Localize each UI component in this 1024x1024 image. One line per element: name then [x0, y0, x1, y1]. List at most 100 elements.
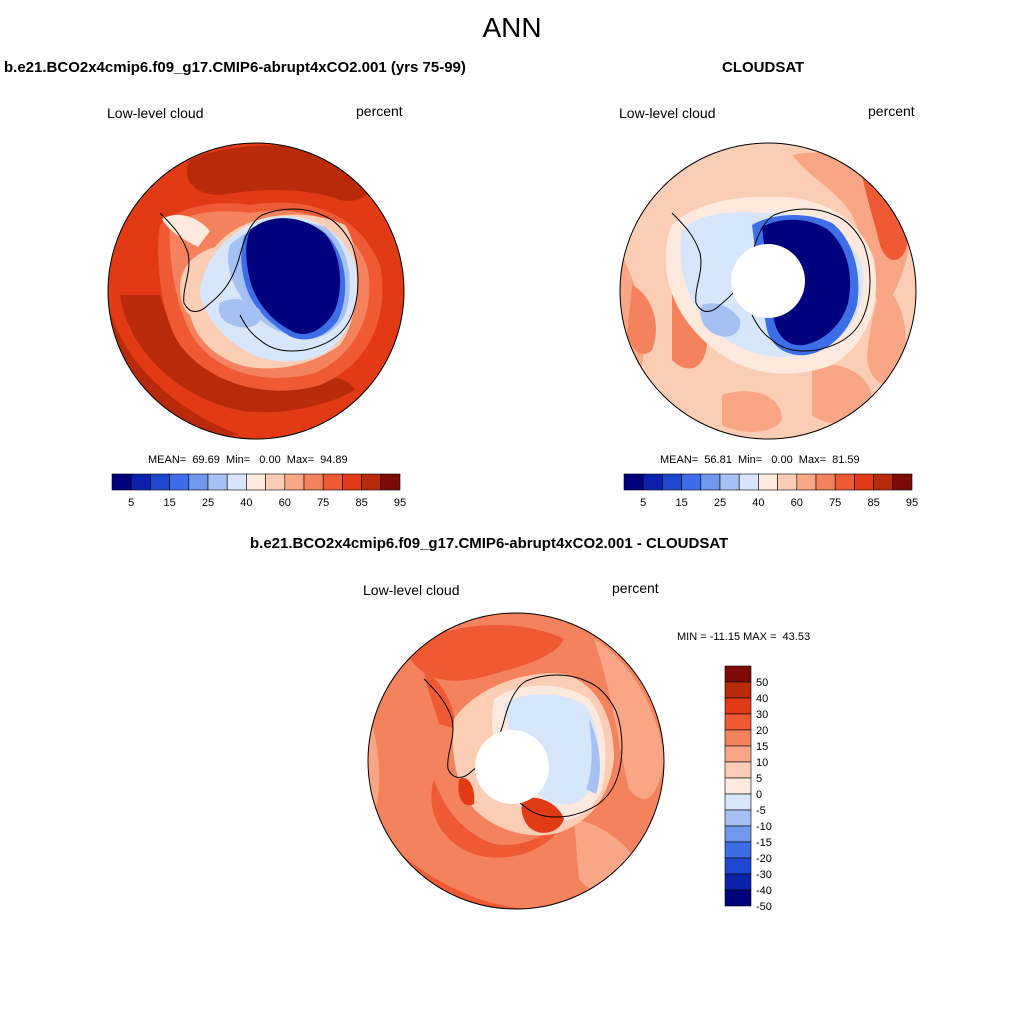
- colorbar-box: [719, 473, 740, 491]
- colorbar-tick-label: 95: [906, 497, 918, 509]
- colorbar-tick-label: 25: [714, 497, 726, 509]
- colorbar-box: [681, 473, 702, 491]
- obs-polar-map: [619, 142, 917, 440]
- colorbar-box: [361, 473, 382, 491]
- colorbar-tick-label: 60: [791, 497, 803, 509]
- colorbar-box: [623, 473, 644, 491]
- colorbar-box: [892, 473, 913, 491]
- colorbar-tick-label: 5: [640, 497, 646, 509]
- colorbar-box: [642, 473, 663, 491]
- colorbar-tick-label: -50: [756, 901, 772, 912]
- colorbar-box: [700, 473, 721, 491]
- colorbar-tick-label: -10: [756, 821, 772, 833]
- colorbar-tick-label: 5: [128, 497, 134, 509]
- colorbar-tick-label: 10: [756, 757, 768, 769]
- colorbar-tick-label: 30: [756, 709, 768, 721]
- colorbar-box: [724, 777, 752, 795]
- colorbar-box: [724, 841, 752, 859]
- colorbar-box: [662, 473, 682, 491]
- coastline: [159, 208, 359, 352]
- colorbar-box: [207, 473, 228, 491]
- obs-panel-title: CLOUDSAT: [722, 59, 805, 76]
- obs-variable-label: Low-level cloud: [619, 105, 716, 121]
- colorbar-box: [724, 729, 752, 747]
- obs-stats: MEAN= 56.81 Min= 0.00 Max= 81.59: [660, 454, 860, 466]
- colorbar-tick-label: 75: [317, 497, 329, 509]
- colorbar-tick-label: 40: [756, 693, 768, 705]
- colorbar-tick-label: 15: [756, 741, 768, 753]
- colorbar-tick-label: 25: [202, 497, 214, 509]
- colorbar-box: [284, 473, 305, 491]
- colorbar-box: [815, 473, 836, 491]
- colorbar-box: [724, 745, 752, 763]
- model-stats: MEAN= 69.69 Min= 0.00 Max= 94.89: [148, 454, 348, 466]
- colorbar-tick-label: 15: [675, 497, 687, 509]
- diff-polar-map: [367, 612, 665, 910]
- colorbar-box: [342, 473, 362, 491]
- colorbar-box: [322, 473, 343, 491]
- colorbar-tick-label: 85: [867, 497, 879, 509]
- colorbar-tick-label: -20: [756, 853, 772, 865]
- diff-stats: MIN = -11.15 MAX = 43.53: [677, 631, 811, 643]
- map-boundary: [367, 612, 665, 910]
- colorbar-box: [226, 473, 247, 491]
- colorbar-tick-label: 40: [752, 497, 764, 509]
- colorbar-box: [169, 473, 190, 491]
- obs-colorbar: 5 15 25 40 60 75 85 95: [623, 473, 918, 509]
- colorbar-box: [758, 473, 778, 491]
- colorbar-tick-label: 40: [240, 497, 252, 509]
- colorbar-box: [303, 473, 324, 491]
- colorbar-box: [854, 473, 874, 491]
- colorbar-tick-label: 0: [756, 789, 762, 801]
- missing-data-hole: [731, 244, 805, 318]
- colorbar-tick-label: 5: [756, 773, 762, 785]
- colorbar-box: [380, 473, 401, 491]
- figure-title: ANN: [482, 12, 542, 43]
- colorbar-tick-label: 15: [163, 497, 175, 509]
- colorbar-box: [724, 857, 752, 875]
- colorbar-box: [724, 713, 752, 731]
- colorbar-box: [724, 665, 752, 683]
- colorbar-tick-label: -40: [756, 885, 772, 897]
- map-region-deep-blue-core: [246, 218, 341, 334]
- colorbar-box: [724, 681, 752, 699]
- colorbar-box: [724, 809, 752, 827]
- colorbar-box: [724, 825, 752, 843]
- colorbar-box: [724, 697, 752, 715]
- colorbar-box: [265, 473, 286, 491]
- colorbar-box: [777, 473, 798, 491]
- obs-units-label: percent: [868, 103, 915, 119]
- colorbar-box: [738, 473, 759, 491]
- colorbar-tick-label: 85: [355, 497, 367, 509]
- colorbar-tick-label: 95: [394, 497, 406, 509]
- model-colorbar: 5 15 25 40 60 75 85 95: [111, 473, 406, 509]
- model-variable-label: Low-level cloud: [107, 105, 204, 121]
- colorbar-box: [724, 761, 752, 779]
- model-panel-title: b.e21.BCO2x4cmip6.f09_g17.CMIP6-abrupt4x…: [4, 59, 466, 76]
- colorbar-box: [724, 889, 752, 907]
- coastline: [423, 674, 623, 818]
- colorbar-tick-label: -15: [756, 837, 772, 849]
- colorbar-tick-label: 60: [279, 497, 291, 509]
- colorbar-box: [834, 473, 855, 491]
- colorbar-box: [873, 473, 894, 491]
- colorbar-tick-label: 75: [829, 497, 841, 509]
- model-units-label: percent: [356, 103, 403, 119]
- colorbar-box: [130, 473, 151, 491]
- map-boundary: [107, 142, 405, 440]
- diff-variable-label: Low-level cloud: [363, 582, 460, 598]
- coastline: [671, 208, 871, 352]
- colorbar-box: [796, 473, 817, 491]
- colorbar-box: [111, 473, 132, 491]
- diff-panel-title: b.e21.BCO2x4cmip6.f09_g17.CMIP6-abrupt4x…: [250, 535, 729, 552]
- colorbar-box: [724, 873, 752, 891]
- colorbar-box: [724, 793, 752, 811]
- diff-units-label: percent: [612, 580, 659, 596]
- colorbar-box: [246, 473, 266, 491]
- missing-data-hole: [475, 730, 549, 804]
- colorbar-tick-label: 20: [756, 725, 768, 737]
- colorbar-tick-label: -30: [756, 869, 772, 881]
- colorbar-tick-label: 50: [756, 677, 768, 689]
- map-boundary: [619, 142, 917, 440]
